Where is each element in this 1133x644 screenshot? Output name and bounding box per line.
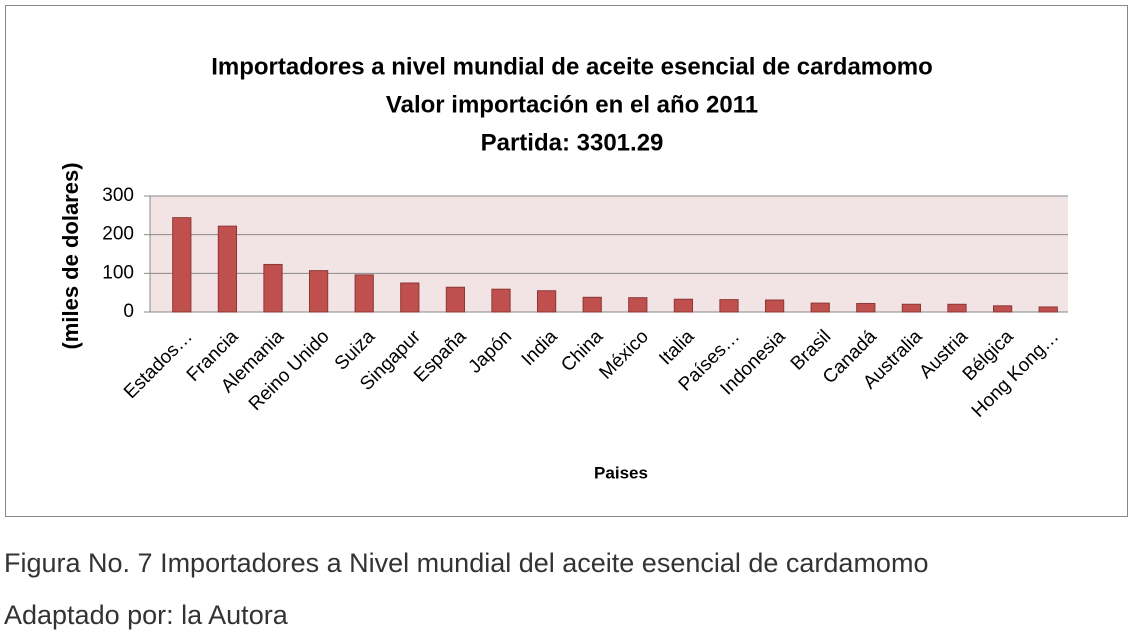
bar (764, 299, 785, 313)
y-tick-label: 0 (123, 301, 134, 322)
bar (172, 217, 192, 313)
bar (536, 290, 557, 313)
bar (901, 303, 922, 313)
y-tick-label: 100 (102, 262, 134, 283)
bar (992, 305, 1013, 313)
bar (491, 288, 511, 313)
bar (673, 298, 694, 313)
bar (856, 302, 876, 313)
chart-title: Valor importación en el año 2011 (386, 91, 758, 118)
chart-title: Partida: 3301.29 (481, 129, 664, 156)
bar (354, 274, 374, 313)
x-axis-label: Paises (594, 463, 648, 482)
caption: Figura No. 7 Importadores a Nivel mundia… (4, 548, 929, 578)
chart: Importadores a nivel mundial de aceite e… (5, 5, 1128, 517)
y-tick-label: 300 (102, 185, 134, 206)
chart-title: Importadores a nivel mundial de aceite e… (211, 53, 933, 80)
bar (582, 296, 602, 313)
bar (400, 282, 420, 313)
bar (719, 299, 739, 313)
bar (1038, 306, 1058, 313)
bar (810, 302, 830, 313)
y-axis-label: (miles de dolares) (58, 162, 83, 349)
bar (445, 286, 466, 313)
y-tick-label: 200 (102, 224, 134, 245)
bar (947, 303, 967, 313)
bar (308, 270, 329, 313)
caption: Adaptado por: la Autora (4, 600, 288, 630)
bar (217, 225, 238, 313)
bar (628, 297, 648, 313)
plot-area (150, 196, 1068, 312)
bar (263, 263, 283, 313)
